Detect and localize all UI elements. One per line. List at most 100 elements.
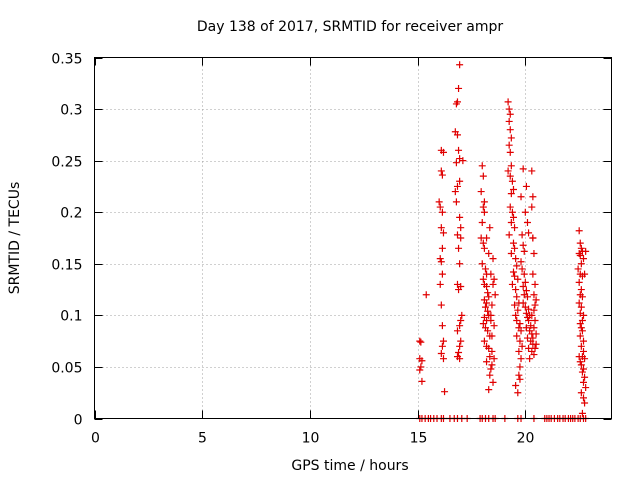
data-point bbox=[438, 342, 446, 350]
data-point bbox=[513, 317, 521, 325]
data-point bbox=[514, 275, 522, 283]
data-point bbox=[517, 193, 525, 201]
data-point bbox=[531, 317, 539, 325]
data-point bbox=[507, 249, 515, 257]
data-point bbox=[525, 305, 533, 313]
data-point bbox=[525, 229, 533, 237]
data-point bbox=[579, 394, 587, 402]
data-point bbox=[512, 311, 520, 319]
data-point bbox=[577, 244, 585, 252]
data-point bbox=[514, 389, 522, 397]
data-point bbox=[523, 313, 531, 321]
data-point bbox=[529, 234, 537, 242]
data-point bbox=[579, 365, 587, 373]
y-tick-label: 0.25 bbox=[51, 155, 82, 171]
data-point bbox=[481, 265, 489, 273]
data-point bbox=[507, 162, 515, 170]
data-point bbox=[517, 327, 525, 335]
data-point bbox=[512, 286, 520, 294]
data-point bbox=[437, 224, 445, 232]
data-point bbox=[582, 384, 590, 392]
data-point bbox=[459, 157, 467, 165]
data-point bbox=[491, 291, 499, 299]
data-point bbox=[456, 61, 464, 69]
data-point bbox=[456, 213, 464, 221]
data-point bbox=[490, 275, 498, 283]
data-point bbox=[504, 98, 512, 106]
data-point bbox=[488, 332, 496, 340]
data-point bbox=[505, 105, 513, 113]
data-point bbox=[521, 278, 529, 286]
data-point bbox=[512, 255, 520, 263]
data-point bbox=[488, 361, 496, 369]
data-point bbox=[478, 162, 486, 170]
data-point bbox=[507, 134, 515, 142]
data-point bbox=[575, 227, 583, 235]
data-point bbox=[515, 347, 523, 355]
data-point bbox=[452, 159, 460, 167]
data-point bbox=[575, 299, 583, 307]
y-tick-label: 0.1 bbox=[60, 309, 82, 325]
data-point bbox=[439, 229, 447, 237]
data-point bbox=[437, 258, 445, 266]
data-point bbox=[528, 311, 536, 319]
data-point bbox=[457, 317, 465, 325]
data-point bbox=[522, 287, 530, 295]
data-point bbox=[418, 377, 426, 385]
data-point bbox=[485, 293, 493, 301]
data-point bbox=[490, 322, 498, 330]
data-point bbox=[455, 348, 463, 356]
data-point bbox=[480, 208, 488, 216]
data-point bbox=[453, 98, 461, 106]
data-point bbox=[516, 337, 524, 345]
data-point bbox=[520, 247, 528, 255]
data-point bbox=[513, 332, 521, 340]
data-point bbox=[509, 268, 517, 276]
data-point bbox=[577, 342, 585, 350]
data-point bbox=[483, 358, 491, 366]
data-point bbox=[436, 203, 444, 211]
y-tick-label: 0.05 bbox=[51, 361, 82, 377]
data-point bbox=[456, 322, 464, 330]
data-point bbox=[438, 208, 446, 216]
data-point bbox=[531, 344, 539, 352]
chart-title: Day 138 of 2017, SRMTID for receiver amp… bbox=[197, 19, 504, 35]
data-point bbox=[508, 280, 516, 288]
x-tick-label: 20 bbox=[517, 431, 535, 447]
data-point bbox=[479, 172, 487, 180]
data-point bbox=[455, 84, 463, 92]
data-point bbox=[506, 148, 514, 156]
data-point bbox=[523, 219, 531, 227]
data-point bbox=[489, 378, 497, 386]
data-point bbox=[579, 378, 587, 386]
x-tick-label: 5 bbox=[198, 431, 207, 447]
data-point bbox=[485, 344, 493, 352]
data-point bbox=[484, 327, 492, 335]
grid-lines bbox=[94, 57, 612, 419]
data-point bbox=[478, 219, 486, 227]
x-axis-label: GPS time / hours bbox=[291, 458, 408, 474]
data-point bbox=[506, 172, 514, 180]
data-point bbox=[455, 286, 463, 294]
data-point bbox=[477, 188, 485, 196]
data-point bbox=[511, 272, 519, 280]
data-point bbox=[456, 260, 464, 268]
data-point bbox=[519, 299, 527, 307]
data-point bbox=[441, 388, 449, 396]
data-point bbox=[417, 338, 425, 346]
data-point bbox=[577, 260, 585, 268]
data-point bbox=[581, 355, 589, 363]
data-point bbox=[438, 171, 446, 179]
data-point bbox=[577, 361, 585, 369]
data-point bbox=[518, 342, 526, 350]
data-point bbox=[455, 146, 463, 154]
y-tick-label: 0.35 bbox=[51, 52, 82, 68]
data-point bbox=[516, 363, 524, 371]
data-point bbox=[530, 324, 538, 332]
data-point bbox=[511, 301, 519, 309]
data-point bbox=[486, 353, 494, 361]
data-point bbox=[513, 262, 521, 270]
data-point bbox=[581, 399, 589, 407]
data-point bbox=[523, 293, 531, 301]
